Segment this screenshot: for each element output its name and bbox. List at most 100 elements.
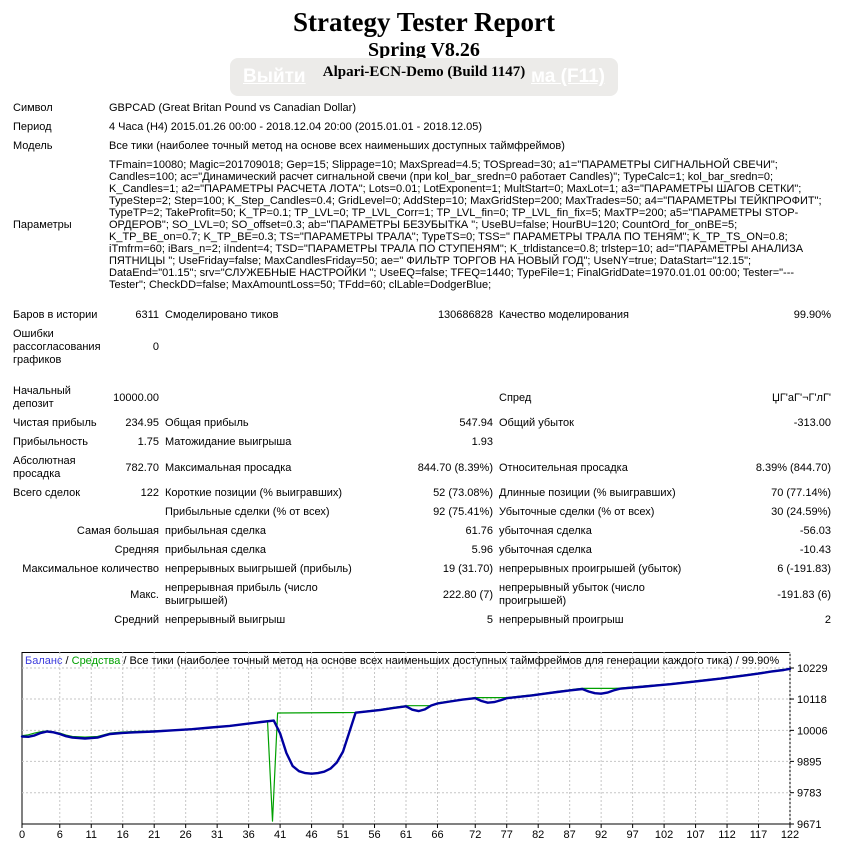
y-axis-label: 9895: [797, 756, 821, 768]
x-axis-label: 46: [305, 829, 317, 841]
report-label: [162, 382, 496, 414]
report-row: Баров в истории 6311 Смоделировано тиков 13…: [10, 306, 834, 325]
x-axis-label: 6: [57, 829, 63, 841]
x-axis-label: 66: [431, 829, 443, 841]
report-label: 4 Часа (H4) 2015.01.26 00:00 - 2018.12.0…: [109, 121, 483, 133]
report-label: GBPCAD (Great Britan Pound vs Canadian D…: [109, 102, 356, 114]
report-label: Символ: [13, 102, 53, 114]
y-axis-label: 9671: [797, 819, 821, 831]
report-value: 0: [152, 341, 159, 353]
x-axis-label: 72: [469, 829, 481, 841]
report-label: убыточная сделка: [499, 525, 592, 537]
balance-line: [20, 667, 792, 775]
report-value: 8.39% (844.70): [755, 461, 832, 474]
report-row: Максимальное количество непрерывных выигр…: [10, 560, 834, 579]
report-value: Самая большая: [76, 525, 159, 537]
report-row: Символ GBPCAD (Great Britan Pound vs Cana…: [10, 99, 834, 118]
report-value: 10000.00: [113, 391, 159, 404]
fullscreen-exit-notice-left: Выйти: [243, 66, 306, 87]
report-label: Все тики (наиболее точный метод на основ…: [109, 140, 565, 152]
x-axis-label: 107: [686, 829, 704, 841]
report-value: ЏГ'аГ'¬Г'лГ': [771, 391, 832, 404]
report-value: 2: [824, 614, 832, 626]
report-value: 61.76: [465, 525, 493, 537]
expert-name: Spring V8.26: [368, 39, 480, 61]
report-label: [162, 325, 834, 370]
report-row: [10, 370, 834, 382]
report-value: 234.95: [125, 417, 159, 429]
report-row: Самая большая прибыльная сделка 61.76 убыто…: [10, 522, 834, 541]
report-row: Ошибки рассогласования графиков 0: [10, 325, 834, 370]
report-label: Убыточные сделки (% от всех): [499, 506, 655, 518]
report-table-body: Символ GBPCAD (Great Britan Pound vs Cana…: [10, 99, 834, 630]
report-label: прибыльная сделка: [165, 544, 267, 556]
y-axis-label: 10118: [797, 694, 827, 706]
report-label: Качество моделирования: [499, 309, 629, 321]
report-value: 6311: [135, 309, 159, 321]
report-label: Длинные позиции (% выигравших): [499, 487, 676, 499]
report-label: Модель: [13, 140, 53, 152]
report-label: Прибыльность: [13, 436, 88, 448]
report-label: Баров в истории: [13, 309, 98, 321]
x-axis-label: 26: [180, 829, 192, 841]
report-table-container: Символ GBPCAD (Great Britan Pound vs Cana…: [10, 99, 834, 630]
report-label: прибыльная сделка: [165, 525, 267, 537]
report-value: 5.96: [471, 544, 493, 556]
report-label: [10, 503, 162, 522]
report-label: Общий убыток: [499, 417, 574, 429]
fullscreen-exit-notice[interactable]: Выйти ма (F11): [230, 58, 618, 96]
x-axis-label: 77: [501, 829, 513, 841]
report-label: Максимальная просадка: [165, 461, 292, 474]
balance-chart-container: 10229 10118 10006 9895 9783 9671 0 6 11 16 21 26 31 3…: [0, 652, 848, 843]
report-value: -56.03: [799, 525, 832, 537]
report-label: непрерывных проигрышей (убыток): [499, 563, 682, 575]
report-label: Начальный депозит: [13, 385, 71, 410]
report-label: TFmain=10080; Magic=201709018; Gep=15; S…: [109, 159, 822, 291]
report-label: Всего сделок: [13, 487, 81, 499]
report-label: Период: [13, 121, 52, 133]
report-value: 92 (75.41%): [433, 506, 493, 518]
report-value: -313.00: [793, 417, 832, 429]
y-axis-label: 10006: [797, 725, 828, 737]
report-label: [496, 433, 834, 452]
report-row: Макс. непрерывная прибыль (число выигрыше…: [10, 579, 834, 611]
x-axis-label: 122: [781, 829, 799, 841]
report-label: Общая прибыль: [165, 417, 249, 429]
report-value: 130686828: [437, 309, 493, 321]
report-value: 1.93: [471, 436, 493, 448]
x-axis-label: 87: [564, 829, 576, 841]
report-row: Средний непрерывный выигрыш 5 непрерывный п…: [10, 611, 834, 630]
x-axis-label: 117: [750, 829, 768, 841]
x-axis-label: 51: [337, 829, 349, 841]
report-label: Абсолютная просадка: [13, 455, 76, 480]
report-label: непрерывная прибыль (число выигрышей): [165, 582, 318, 607]
report-value: 6 (-191.83): [777, 563, 832, 575]
report-row: Средняя прибыльная сделка 5.96 убыточная сд…: [10, 541, 834, 560]
report-label: убыточная сделка: [499, 544, 592, 556]
x-axis-label: 11: [86, 829, 97, 841]
report-value: 30 (24.59%): [771, 506, 832, 518]
server-build: Alpari-ECN-Demo (Build 1147): [322, 64, 526, 80]
report-value: 19 (31.70): [442, 563, 493, 575]
strategy-tester-report-page: { "header": { "title": "Strategy Tester …: [0, 7, 848, 843]
report-row: Абсолютная просадка 782.70 Максимальная пр…: [10, 452, 834, 484]
plot-border: [21, 652, 791, 825]
report-header: Выйти ма (F11) Strategy Tester Report Sp…: [0, 7, 848, 96]
report-row: Модель Все тики (наиболее точный метод на…: [10, 137, 834, 156]
report-label: непрерывный убыток (число проигрышей): [499, 582, 645, 607]
report-row: Всего сделок 122 Короткие позиции (% выигр…: [10, 484, 834, 503]
report-value: Макс.: [130, 588, 159, 601]
x-axis-label: 56: [368, 829, 380, 841]
page-title: Strategy Tester Report: [293, 7, 555, 37]
report-value: Средняя: [114, 544, 159, 556]
fullscreen-exit-notice-right: ма (F11): [531, 66, 605, 87]
report-label: Спред: [499, 391, 532, 404]
report-row: Период 4 Часа (H4) 2015.01.26 00:00 - 201…: [10, 118, 834, 137]
report-label: Матожидание выигрыша: [165, 436, 292, 448]
y-axis-label: 9783: [797, 788, 821, 800]
report-label: Смоделировано тиков: [165, 309, 279, 321]
x-axis-label: 16: [117, 829, 129, 841]
report-label: Относительная просадка: [499, 461, 628, 474]
report-value: Средний: [114, 614, 159, 626]
report-row: Начальный депозит 10000.00 Спред ЏГ'аГ'¬Г'л…: [10, 382, 834, 414]
